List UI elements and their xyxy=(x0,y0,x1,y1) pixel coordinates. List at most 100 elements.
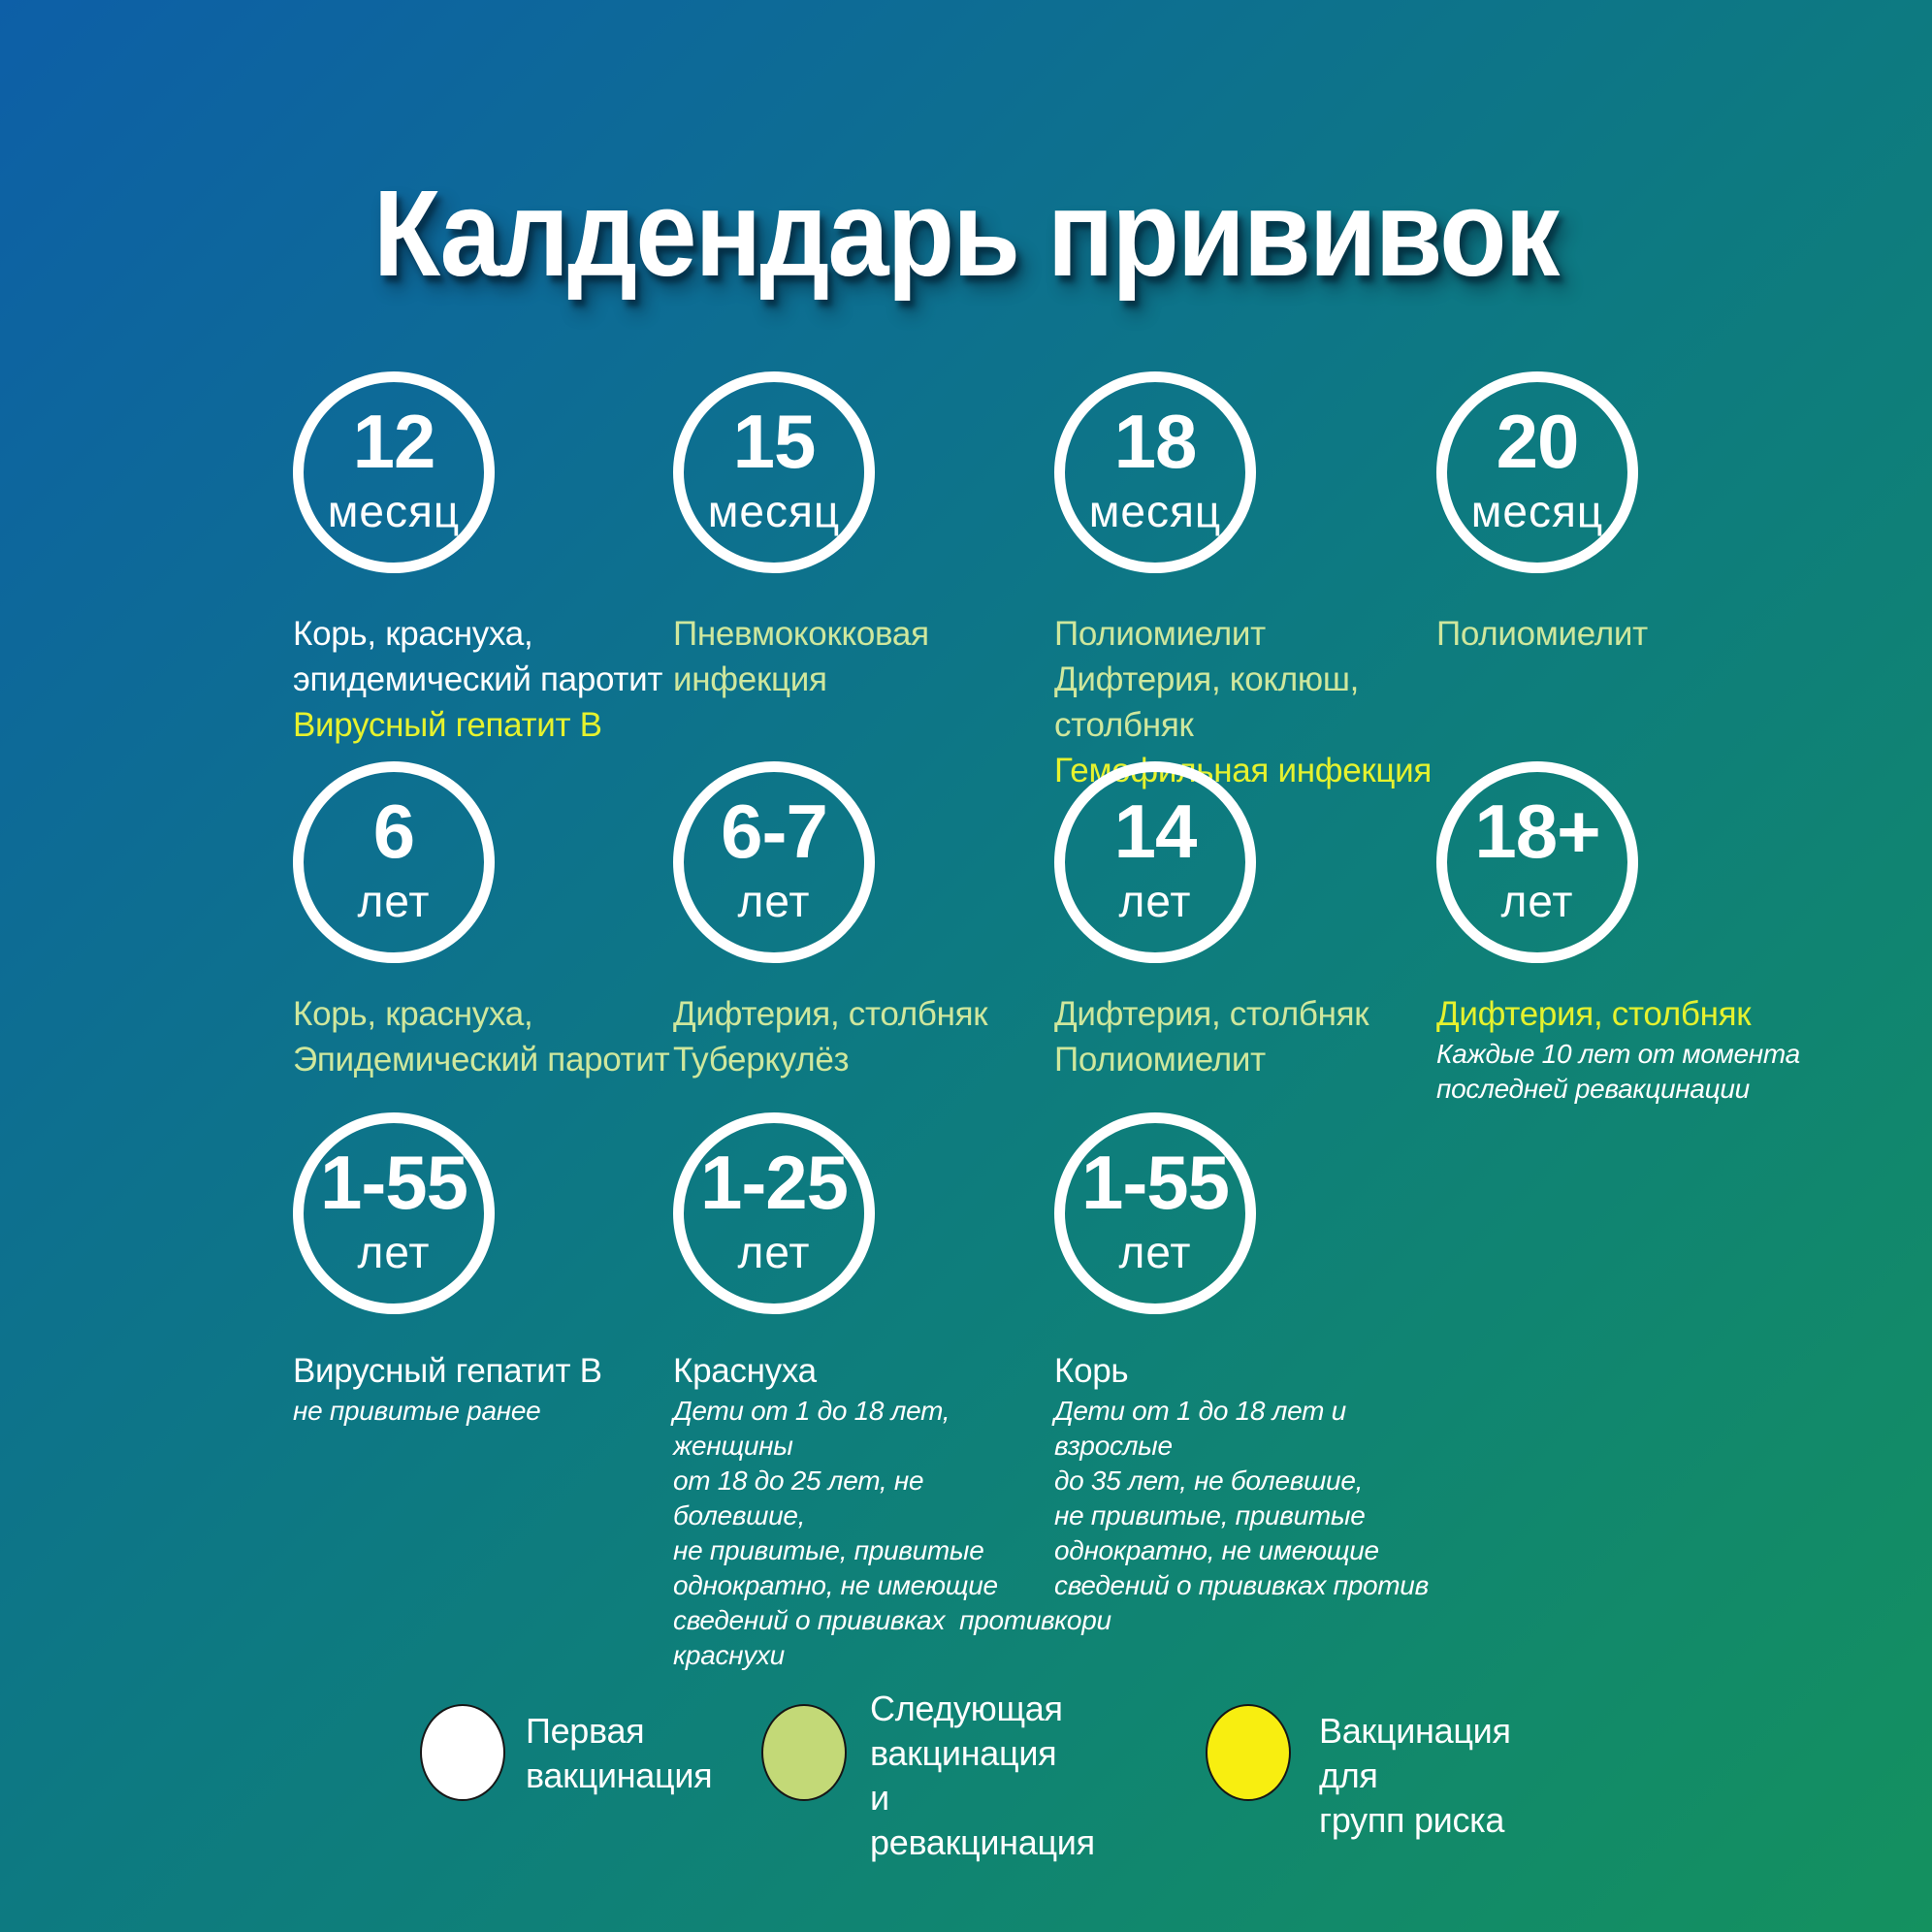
vaccine-line: Корь, краснуха, xyxy=(293,615,533,653)
legend-label-line: Следующая xyxy=(870,1689,1063,1728)
age-unit: лет xyxy=(357,876,431,926)
vaccine-note-line: однократно, не имеющие xyxy=(673,1570,998,1600)
legend-label-first-vaccination: Первая вакцинация xyxy=(526,1709,713,1798)
age-circle: 12 месяц xyxy=(293,371,495,573)
legend-swatch-first-vaccination xyxy=(420,1704,505,1801)
legend-swatch-risk-groups xyxy=(1206,1704,1291,1801)
age-circle: 1-55 лет xyxy=(1054,1112,1256,1314)
vaccine-line: Вирусный гепатит В xyxy=(293,706,602,744)
calendar-cell: 6-7 лет Дифтерия, столбняк Туберкулёз xyxy=(673,761,1061,1082)
vaccine-info: Краснуха Дети от 1 до 18 лет, женщины от 1… xyxy=(673,1348,1061,1673)
age-number: 6-7 xyxy=(721,789,828,874)
age-number: 18 xyxy=(1113,399,1198,484)
calendar-cell: 1-55 лет Вирусный гепатит В не привитые ран… xyxy=(293,1112,681,1429)
calendar-cell: 18+ лет Дифтерия, столбняк Каждые 10 лет от… xyxy=(1436,761,1824,1107)
age-unit: месяц xyxy=(707,486,841,536)
vaccine-note-line: не привитые ранее xyxy=(293,1396,541,1426)
age-number: 1-25 xyxy=(699,1140,849,1225)
age-circle: 6 лет xyxy=(293,761,495,963)
legend-swatch-next-vaccination xyxy=(761,1704,847,1801)
vaccine-line: Корь xyxy=(1054,1352,1129,1390)
age-circle: 18 месяц xyxy=(1054,371,1256,573)
age-number: 6 xyxy=(372,789,415,874)
age-unit: месяц xyxy=(1088,486,1222,536)
age-number: 20 xyxy=(1496,399,1580,484)
page-title-text: Калдендарь прививок xyxy=(373,165,1561,302)
age-number: 1-55 xyxy=(319,1140,468,1225)
calendar-cell: 1-25 лет Краснуха Дети от 1 до 18 лет, женщ… xyxy=(673,1112,1061,1673)
vaccine-line: Вирусный гепатит В xyxy=(293,1352,602,1390)
vaccine-note-line: не привитые, привитые xyxy=(1054,1500,1366,1530)
vaccine-line: Пневмококковая xyxy=(673,615,929,653)
vaccine-note-line: однократно, не имеющие xyxy=(1054,1535,1379,1565)
vaccine-line: Туберкулёз xyxy=(673,1041,850,1079)
vaccine-info: Пневмококковая инфекция xyxy=(673,611,1061,702)
vaccine-line: Полиомиелит xyxy=(1436,615,1648,653)
calendar-cell: 20 месяц Полиомиелит xyxy=(1436,371,1824,657)
vaccine-info: Полиомиелит xyxy=(1436,611,1824,657)
vaccine-line: Корь, краснуха, xyxy=(293,995,533,1033)
vaccine-note-line: последней ревакцинации xyxy=(1436,1074,1750,1104)
legend-label-line: групп риска xyxy=(1319,1800,1505,1840)
vaccine-line: Полиомиелит xyxy=(1054,1041,1266,1079)
vaccine-note-line: Дети от 1 до 18 лет, женщины xyxy=(673,1396,957,1461)
vaccine-line: Дифтерия, столбняк xyxy=(1436,995,1752,1033)
age-number: 1-55 xyxy=(1080,1140,1230,1225)
age-circle: 1-55 лет xyxy=(293,1112,495,1314)
legend-label-next-vaccination: Следующая вакцинация и ревакцинация xyxy=(870,1687,1095,1865)
vaccine-line: эпидемический паротит xyxy=(293,660,663,698)
calendar-cell: 6 лет Корь, краснуха, Эпидемический паротит xyxy=(293,761,681,1082)
age-unit: лет xyxy=(737,1227,811,1277)
calendar-cell: 12 месяц Корь, краснуха, эпидемический паро… xyxy=(293,371,681,748)
vaccine-note-line: кори xyxy=(1054,1605,1111,1635)
vaccine-note-line: Каждые 10 лет от момента xyxy=(1436,1039,1800,1069)
vaccine-note-line: сведений о прививках против xyxy=(1054,1570,1429,1600)
age-circle: 18+ лет xyxy=(1436,761,1638,963)
vaccine-note-line: краснухи xyxy=(673,1640,785,1670)
calendar-cell: 15 месяц Пневмококковая инфекция xyxy=(673,371,1061,702)
vaccine-info: Дифтерия, столбняк Каждые 10 лет от момен… xyxy=(1436,991,1824,1107)
age-unit: лет xyxy=(1118,876,1192,926)
vaccine-line: Дифтерия, столбняк xyxy=(1054,995,1369,1033)
vaccine-line: Полиомиелит xyxy=(1054,615,1266,653)
calendar-cell: 18 месяц Полиомиелит Дифтерия, коклюш, стол… xyxy=(1054,371,1442,793)
vaccine-note-line: Дети от 1 до 18 лет и взрослые xyxy=(1054,1396,1354,1461)
age-unit: лет xyxy=(1500,876,1574,926)
age-circle: 20 месяц xyxy=(1436,371,1638,573)
vaccine-line: Эпидемический паротит xyxy=(293,1041,670,1079)
vaccine-note-line: сведений о прививках против xyxy=(673,1605,1055,1635)
page-title: Калдендарь прививок xyxy=(0,173,1932,295)
vaccine-info: Корь, краснуха, Эпидемический паротит xyxy=(293,991,681,1082)
vaccine-line: Краснуха xyxy=(673,1352,817,1390)
legend-label-line: Вакцинация для xyxy=(1319,1711,1521,1795)
age-unit: лет xyxy=(737,876,811,926)
age-circle: 15 месяц xyxy=(673,371,875,573)
vaccine-line: Дифтерия, столбняк xyxy=(673,995,988,1033)
age-unit: месяц xyxy=(327,486,461,536)
vaccine-note-line: от 18 до 25 лет, не болевшие, xyxy=(673,1465,931,1530)
age-circle: 14 лет xyxy=(1054,761,1256,963)
calendar-cell: 14 лет Дифтерия, столбняк Полиомиелит xyxy=(1054,761,1442,1082)
vaccine-info: Дифтерия, столбняк Туберкулёз xyxy=(673,991,1061,1082)
vaccine-info: Дифтерия, столбняк Полиомиелит xyxy=(1054,991,1442,1082)
age-unit: лет xyxy=(1118,1227,1192,1277)
calendar-cell: 1-55 лет Корь Дети от 1 до 18 лет и взрослы… xyxy=(1054,1112,1442,1638)
legend-label-line: Первая xyxy=(526,1711,645,1751)
age-circle: 1-25 лет xyxy=(673,1112,875,1314)
vaccine-info: Вирусный гепатит В не привитые ранее xyxy=(293,1348,681,1429)
legend-label-risk-groups: Вакцинация для групп риска xyxy=(1319,1709,1511,1843)
age-number: 12 xyxy=(352,399,436,484)
age-circle: 6-7 лет xyxy=(673,761,875,963)
vaccine-note-line: до 35 лет, не болевшие, xyxy=(1054,1465,1364,1496)
vaccine-line: инфекция xyxy=(673,660,827,698)
age-unit: лет xyxy=(357,1227,431,1277)
legend-label-line: и ревакцинация xyxy=(870,1778,1095,1862)
age-number: 15 xyxy=(732,399,817,484)
age-unit: месяц xyxy=(1470,486,1604,536)
age-number: 18+ xyxy=(1474,789,1600,874)
age-number: 14 xyxy=(1113,789,1198,874)
legend-label-line: вакцинация xyxy=(526,1755,713,1795)
vaccine-note-line: не привитые, привитые xyxy=(673,1535,984,1565)
vaccine-line: Дифтерия, коклюш, столбняк xyxy=(1054,660,1368,744)
